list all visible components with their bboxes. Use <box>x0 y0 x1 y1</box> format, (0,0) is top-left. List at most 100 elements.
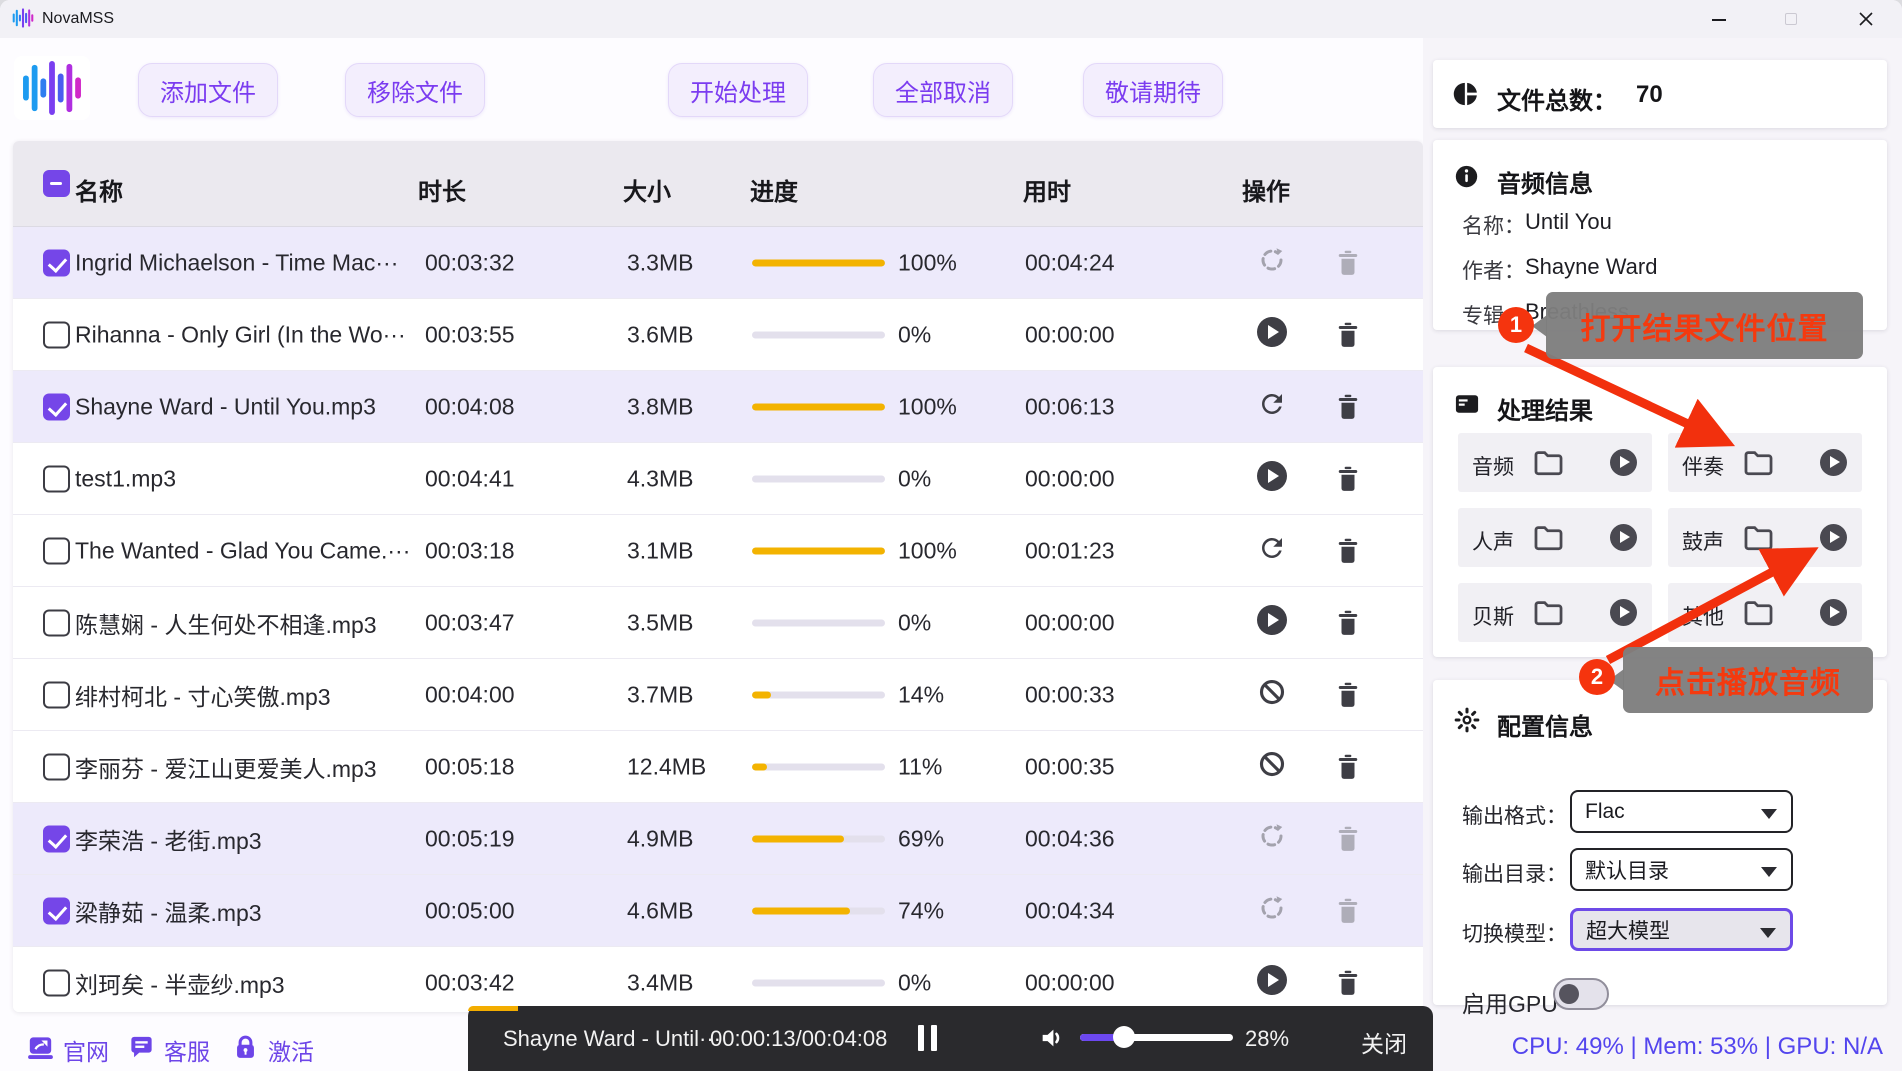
result-tile-bass: 贝斯 <box>1458 583 1652 642</box>
play-icon[interactable] <box>1257 604 1287 635</box>
row-action[interactable] <box>1256 893 1288 929</box>
player-close-button[interactable]: 关闭 <box>1361 1031 1407 1057</box>
player-progress-bar[interactable] <box>468 1006 519 1011</box>
volume-knob[interactable] <box>1112 1026 1135 1048</box>
block-icon[interactable] <box>1257 677 1287 707</box>
row-action[interactable] <box>1256 964 1288 1001</box>
table-row[interactable]: 李丽芬 - 爱江山更爱美人.mp3 00:05:18 12.4MB 11% 00… <box>13 731 1423 803</box>
start-process-button[interactable]: 开始处理 <box>668 63 808 117</box>
select-all-checkbox[interactable] <box>43 170 70 197</box>
cancel-all-button[interactable]: 全部取消 <box>873 63 1013 117</box>
coming-soon-button[interactable]: 敬请期待 <box>1083 63 1223 117</box>
folder-icon[interactable] <box>1742 598 1775 627</box>
maximize-button[interactable] <box>1785 13 1797 25</box>
row-name: test1.mp3 <box>75 465 176 491</box>
remove-files-button[interactable]: 移除文件 <box>345 63 485 117</box>
play-icon[interactable] <box>1820 449 1847 476</box>
activate-link[interactable]: 激活 <box>232 1033 314 1067</box>
table-row[interactable]: 李荣浩 - 老街.mp3 00:05:19 4.9MB 69% 00:04:36 <box>13 803 1423 875</box>
trash-icon[interactable] <box>1333 320 1363 350</box>
row-checkbox[interactable] <box>43 249 70 276</box>
row-checkbox[interactable] <box>43 897 70 924</box>
play-icon[interactable] <box>1820 599 1847 626</box>
speaker-icon[interactable] <box>1038 1024 1066 1052</box>
loading-icon[interactable] <box>1257 821 1287 851</box>
add-files-button[interactable]: 添加文件 <box>138 63 278 117</box>
row-action[interactable] <box>1256 677 1288 713</box>
row-progress-bar <box>752 475 885 482</box>
row-size: 3.1MB <box>627 537 694 563</box>
support-link[interactable]: 客服 <box>128 1033 210 1067</box>
close-button[interactable] <box>1858 11 1874 27</box>
output-format-select[interactable]: Flac <box>1570 790 1793 833</box>
row-size: 3.4MB <box>627 969 694 995</box>
row-checkbox[interactable] <box>43 609 70 636</box>
volume-slider[interactable] <box>1080 1026 1233 1048</box>
loading-icon[interactable] <box>1257 245 1287 275</box>
output-dir-select[interactable]: 默认目录 <box>1570 848 1793 891</box>
trash-icon[interactable] <box>1333 680 1363 710</box>
model-select[interactable]: 超大模型 <box>1570 908 1793 951</box>
row-elapsed: 00:04:36 <box>1025 825 1115 851</box>
row-action[interactable] <box>1256 389 1288 425</box>
trash-icon[interactable] <box>1333 464 1363 494</box>
table-row[interactable]: 绯村柯北 - 寸心笑傲.mp3 00:04:00 3.7MB 14% 00:00… <box>13 659 1423 731</box>
play-icon[interactable] <box>1820 524 1847 551</box>
row-action[interactable] <box>1256 604 1288 641</box>
redo-icon[interactable] <box>1257 533 1287 563</box>
row-action[interactable] <box>1256 245 1288 281</box>
trash-icon[interactable] <box>1333 248 1363 278</box>
folder-icon[interactable] <box>1742 523 1775 552</box>
row-action[interactable] <box>1256 749 1288 785</box>
trash-icon[interactable] <box>1333 392 1363 422</box>
results-card: 处理结果 音频 伴奏 人声 鼓声 贝斯 其他 <box>1433 367 1887 657</box>
table-row[interactable]: test1.mp3 00:04:41 4.3MB 0% 00:00:00 <box>13 443 1423 515</box>
minimize-button[interactable] <box>1712 19 1726 21</box>
trash-icon[interactable] <box>1333 824 1363 854</box>
trash-icon[interactable] <box>1333 752 1363 782</box>
folder-icon[interactable] <box>1532 448 1565 477</box>
trash-icon[interactable] <box>1333 896 1363 926</box>
loading-icon[interactable] <box>1257 893 1287 923</box>
row-checkbox[interactable] <box>43 753 70 780</box>
table-row[interactable]: 陈慧娴 - 人生何处不相逢.mp3 00:03:47 3.5MB 0% 00:0… <box>13 587 1423 659</box>
play-icon[interactable] <box>1610 449 1637 476</box>
play-icon[interactable] <box>1257 964 1287 995</box>
folder-icon[interactable] <box>1532 598 1565 627</box>
play-icon[interactable] <box>1257 316 1287 347</box>
row-progress-bar <box>752 403 885 410</box>
table-row[interactable]: The Wanted - Glad You Came.··· 00:03:18 … <box>13 515 1423 587</box>
play-icon[interactable] <box>1610 599 1637 626</box>
gpu-toggle[interactable] <box>1553 978 1609 1010</box>
row-checkbox[interactable] <box>43 681 70 708</box>
table-row[interactable]: 梁静茹 - 温柔.mp3 00:05:00 4.6MB 74% 00:04:34 <box>13 875 1423 947</box>
trash-icon[interactable] <box>1333 608 1363 638</box>
row-checkbox[interactable] <box>43 969 70 996</box>
row-checkbox[interactable] <box>43 321 70 348</box>
play-icon[interactable] <box>1257 460 1287 491</box>
pause-button[interactable] <box>918 1025 939 1051</box>
row-action[interactable] <box>1256 821 1288 857</box>
row-checkbox[interactable] <box>43 825 70 852</box>
table-row[interactable]: Rihanna - Only Girl (In the Wo··· 00:03:… <box>13 299 1423 371</box>
trash-icon[interactable] <box>1333 536 1363 566</box>
row-checkbox[interactable] <box>43 537 70 564</box>
row-action[interactable] <box>1256 533 1288 569</box>
table-row[interactable]: Shayne Ward - Until You.mp3 00:04:08 3.8… <box>13 371 1423 443</box>
block-icon[interactable] <box>1257 749 1287 779</box>
website-link[interactable]: 官网 <box>27 1033 109 1067</box>
table-row[interactable]: 刘珂矣 - 半壶纱.mp3 00:03:42 3.4MB 0% 00:00:00 <box>13 947 1423 1012</box>
row-checkbox[interactable] <box>43 465 70 492</box>
play-icon[interactable] <box>1610 524 1637 551</box>
table-row[interactable]: Ingrid Michaelson - Time Mac··· 00:03:32… <box>13 227 1423 299</box>
folder-icon[interactable] <box>1742 448 1775 477</box>
app-logo-icon <box>12 8 34 33</box>
redo-icon[interactable] <box>1257 389 1287 419</box>
folder-icon[interactable] <box>1532 523 1565 552</box>
row-action[interactable] <box>1256 460 1288 497</box>
trash-icon[interactable] <box>1333 968 1363 998</box>
row-action[interactable] <box>1256 316 1288 353</box>
info-icon <box>1453 163 1480 190</box>
row-name: Ingrid Michaelson - Time Mac··· <box>75 249 399 275</box>
row-checkbox[interactable] <box>43 393 70 420</box>
